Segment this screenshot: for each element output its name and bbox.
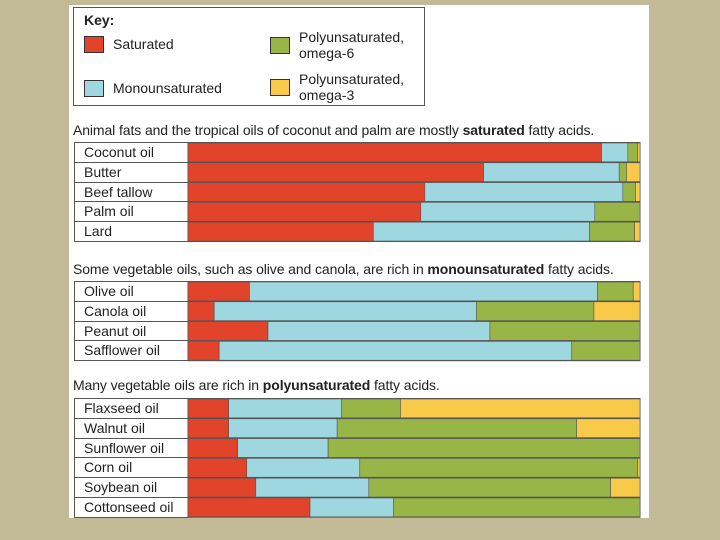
bar-segment-cottonseed-oil-omega6 xyxy=(393,497,641,518)
row-label-canola-oil: Canola oil xyxy=(74,300,189,322)
bar-segment-coconut-oil-monounsaturated xyxy=(601,142,629,163)
bar-segment-palm-oil-saturated xyxy=(187,202,422,222)
bar-segment-canola-oil-omega6 xyxy=(476,301,595,321)
legend-swatch-omega3 xyxy=(270,79,290,96)
bar-segment-palm-oil-omega6 xyxy=(594,202,641,222)
row-label-safflower-oil: Safflower oil xyxy=(74,340,189,362)
bar-segment-beef-tallow-monounsaturated xyxy=(424,182,624,202)
legend-swatch-saturated xyxy=(84,36,104,53)
bar-segment-soybean-oil-omega3 xyxy=(610,477,641,498)
legend: Key: Saturated Monounsaturated Polyunsat… xyxy=(73,7,425,106)
row-label-lard: Lard xyxy=(74,221,189,242)
bar-segment-soybean-oil-monounsaturated xyxy=(255,477,370,498)
legend-item-monounsaturated: Monounsaturated xyxy=(84,80,222,97)
bar-segment-butter-omega3 xyxy=(626,162,641,182)
bar-segment-flaxseed-oil-omega6 xyxy=(341,398,401,419)
bar-segment-coconut-oil-saturated xyxy=(187,142,602,163)
bar-segment-corn-oil-omega6 xyxy=(359,458,639,478)
bar-segment-cottonseed-oil-saturated xyxy=(187,497,311,518)
bar-segment-palm-oil-monounsaturated xyxy=(420,202,596,222)
bar-segment-safflower-oil-monounsaturated xyxy=(218,341,573,361)
bar-segment-canola-oil-omega3 xyxy=(593,301,641,321)
bar-segment-lard-saturated xyxy=(187,221,374,242)
bar-segment-corn-oil-omega3 xyxy=(637,458,641,478)
row-label-beef-tallow: Beef tallow xyxy=(74,181,189,203)
bar-segment-flaxseed-oil-saturated xyxy=(187,398,229,419)
bar-segment-soybean-oil-omega6 xyxy=(368,477,611,498)
bar-segment-sunflower-oil-saturated xyxy=(187,438,239,458)
bar-segment-walnut-oil-saturated xyxy=(187,418,229,438)
bar-segment-beef-tallow-omega6 xyxy=(622,182,636,202)
stacked-bars xyxy=(187,142,641,518)
legend-item-omega6: Polyunsaturated, omega-6 xyxy=(270,29,404,61)
bar-segment-canola-oil-saturated xyxy=(187,301,215,321)
row-label-sunflower-oil: Sunflower oil xyxy=(74,437,189,459)
bar-segment-olive-oil-saturated xyxy=(187,281,250,302)
bar-segment-olive-oil-omega6 xyxy=(597,281,634,302)
bar-segment-peanut-oil-monounsaturated xyxy=(267,321,491,341)
row-label-butter: Butter xyxy=(74,161,189,183)
bar-segment-peanut-oil-omega6 xyxy=(489,321,641,341)
bar-segment-coconut-oil-omega6 xyxy=(627,142,639,163)
legend-swatch-omega6 xyxy=(270,37,290,54)
bar-segment-coconut-oil-omega3 xyxy=(637,142,641,163)
bar-segment-olive-oil-monounsaturated xyxy=(249,281,598,302)
bar-segment-canola-oil-monounsaturated xyxy=(213,301,477,321)
bar-segment-walnut-oil-omega3 xyxy=(576,418,641,438)
bar-segment-olive-oil-omega3 xyxy=(632,281,641,302)
bar-segment-walnut-oil-omega6 xyxy=(336,418,578,438)
row-label-coconut-oil: Coconut oil xyxy=(74,142,189,163)
bar-segment-butter-saturated xyxy=(187,162,484,182)
bar-segment-sunflower-oil-monounsaturated xyxy=(237,438,329,458)
bar-segment-lard-omega3 xyxy=(634,221,641,242)
legend-label-omega6: Polyunsaturated, omega-6 xyxy=(299,29,405,61)
bar-segment-flaxseed-oil-omega3 xyxy=(400,398,641,419)
bar-segment-corn-oil-monounsaturated xyxy=(246,458,361,478)
legend-title: Key: xyxy=(84,12,115,28)
bar-segment-safflower-oil-omega6 xyxy=(571,341,641,361)
bar-segment-lard-omega6 xyxy=(589,221,635,242)
legend-label-monounsaturated: Monounsaturated xyxy=(113,80,222,96)
legend-label-omega3: Polyunsaturated, omega-3 xyxy=(299,71,405,103)
legend-item-omega3: Polyunsaturated, omega-3 xyxy=(270,71,404,103)
bar-segment-walnut-oil-monounsaturated xyxy=(228,418,338,438)
legend-item-saturated: Saturated xyxy=(84,36,174,53)
bar-segment-safflower-oil-saturated xyxy=(187,341,220,361)
section-title-polyunsaturated: Many vegetable oils are rich in polyunsa… xyxy=(73,377,440,393)
bar-segment-corn-oil-saturated xyxy=(187,458,248,478)
legend-swatch-monounsaturated xyxy=(84,80,104,97)
bar-segment-peanut-oil-saturated xyxy=(187,321,269,341)
bar-segment-lard-monounsaturated xyxy=(373,221,590,242)
bar-segment-beef-tallow-omega3 xyxy=(635,182,641,202)
bar-segment-cottonseed-oil-monounsaturated xyxy=(309,497,394,518)
bar-segment-flaxseed-oil-monounsaturated xyxy=(228,398,342,419)
bar-segment-soybean-oil-saturated xyxy=(187,477,257,498)
row-label-cottonseed-oil: Cottonseed oil xyxy=(74,497,189,518)
section-title-monounsaturated: Some vegetable oils, such as olive and c… xyxy=(73,261,614,277)
bar-segment-butter-monounsaturated xyxy=(483,162,620,182)
section-title-saturated: Animal fats and the tropical oils of coc… xyxy=(73,122,595,138)
bar-segment-sunflower-oil-omega6 xyxy=(327,438,641,458)
bar-segment-beef-tallow-saturated xyxy=(187,182,426,202)
bar-segment-butter-omega6 xyxy=(618,162,627,182)
legend-label-saturated: Saturated xyxy=(113,36,174,52)
chart-panel: Key: Saturated Monounsaturated Polyunsat… xyxy=(69,5,649,518)
